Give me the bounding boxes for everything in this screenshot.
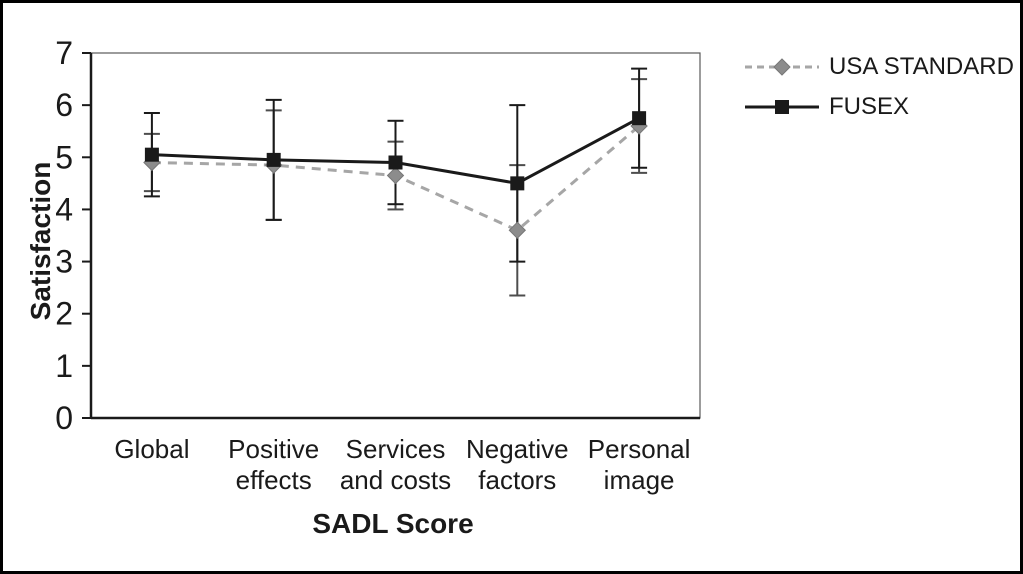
legend-item-usa-standard: USA STANDARD [743,53,1014,81]
svg-text:effects: effects [236,465,312,495]
svg-text:1: 1 [55,348,73,384]
svg-text:Negative: Negative [466,434,569,464]
fusex-swatch-icon [745,100,819,114]
svg-text:Personal: Personal [588,434,691,464]
x-axis-title: SADL Score [312,508,474,539]
svg-text:Global: Global [114,434,189,464]
svg-text:factors: factors [478,465,556,495]
legend: USA STANDARD FUSEX [743,53,1014,121]
legend-label-fusex: FUSEX [829,93,910,120]
svg-text:Positive: Positive [228,434,319,464]
usa-standard-swatch-icon [745,58,819,76]
svg-text:Services: Services [346,434,446,464]
svg-text:0: 0 [55,400,73,436]
svg-text:image: image [604,465,675,495]
legend-item-fusex: FUSEX [743,93,1014,121]
svg-text:5: 5 [55,139,73,175]
svg-text:3: 3 [55,244,73,280]
svg-text:6: 6 [55,87,73,123]
svg-text:7: 7 [55,35,73,71]
y-axis-title: Satisfaction [25,161,56,321]
legend-label-usa-standard: USA STANDARD [829,53,1014,80]
svg-text:4: 4 [55,191,73,227]
svg-text:2: 2 [55,296,73,332]
svg-text:and costs: and costs [340,465,451,495]
